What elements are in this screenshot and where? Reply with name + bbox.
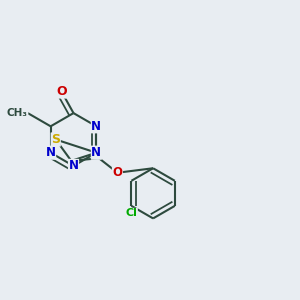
- Text: O: O: [112, 166, 122, 179]
- Text: Cl: Cl: [125, 208, 137, 218]
- Text: N: N: [92, 146, 101, 159]
- Text: S: S: [51, 133, 60, 146]
- Text: N: N: [92, 120, 101, 133]
- Text: CH₃: CH₃: [7, 108, 28, 118]
- Text: N: N: [68, 159, 79, 172]
- Text: N: N: [46, 146, 56, 159]
- Text: O: O: [56, 85, 67, 98]
